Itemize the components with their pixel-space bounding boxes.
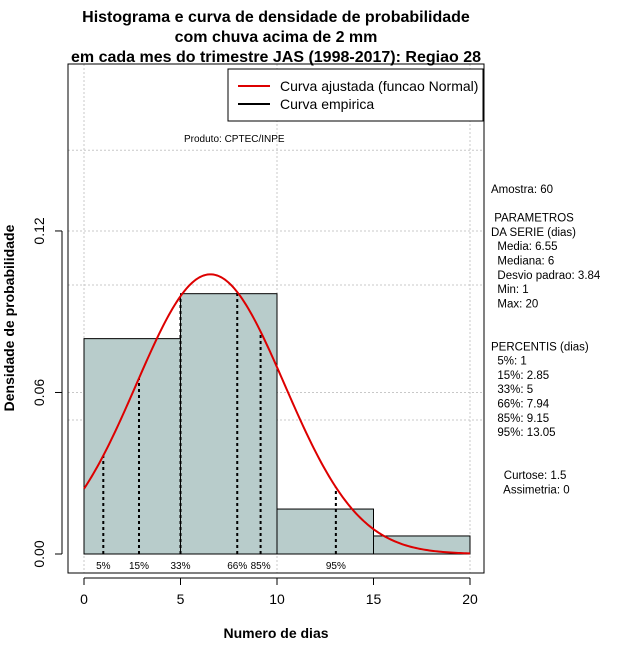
stats-line: PERCENTIS (dias) <box>491 341 589 353</box>
stats-line: 5%: 1 <box>491 356 527 368</box>
stats-line: 15%: 2.85 <box>491 370 549 382</box>
percentile-label: 5% <box>96 561 111 572</box>
x-tick-label: 5 <box>177 591 185 607</box>
plot-area: 5% 15% 33% 66% 85% 95% 0 5 10 15 20 0.00 0.06 0.12 <box>31 63 485 607</box>
percentile-label: 33% <box>170 561 190 572</box>
histogram-bar <box>180 293 278 555</box>
legend: Curva ajustada (funcao Normal) Curva empi… <box>227 68 484 122</box>
chart-title: Histograma e curva de densidade de proba… <box>71 9 481 66</box>
stats-line: 85%: 9.15 <box>491 413 549 425</box>
legend-box <box>227 68 484 122</box>
plot-border <box>67 63 485 574</box>
y-tick-label: 0.06 <box>31 379 47 406</box>
histogram-bar <box>373 535 471 555</box>
stats-line: Mediana: 6 <box>491 256 554 268</box>
fitted-normal-curve <box>83 273 471 555</box>
percentile-label: 66% <box>227 561 247 572</box>
title-line: em cada mes do trimestre JAS (1998-2017)… <box>71 49 481 66</box>
stats-line: Media: 6.55 <box>491 241 557 253</box>
stats-panel: Amostra: 60 PARAMETROS DA SERIE (dias) Me… <box>491 184 601 496</box>
percentile-label: 85% <box>251 561 271 572</box>
title-line: Histograma e curva de densidade de proba… <box>82 9 470 26</box>
histogram-bar <box>276 508 374 555</box>
stats-line: DA SERIE (dias) <box>491 227 576 239</box>
legend-label-empirical: Curva empirica <box>280 96 374 112</box>
stats-line: Assimetria: 0 <box>491 484 570 496</box>
x-axis-label: Numero de dias <box>223 625 328 641</box>
stats-line: 95%: 13.05 <box>491 427 556 439</box>
stats-line: 33%: 5 <box>491 384 533 396</box>
stats-line: Amostra: 60 <box>491 184 553 196</box>
stats-line: Curtose: 1.5 <box>491 470 566 482</box>
x-tick-label: 20 <box>462 591 478 607</box>
y-tick-label: 0.00 <box>31 540 47 567</box>
x-tick-label: 0 <box>80 591 88 607</box>
percentile-label: 15% <box>129 561 149 572</box>
y-tick-label: 0.12 <box>31 217 47 244</box>
legend-label-fitted: Curva ajustada (funcao Normal) <box>280 78 478 94</box>
stats-line: Desvio padrao: 3.84 <box>491 270 601 282</box>
source-note: Produto: CPTEC/INPE <box>184 134 285 145</box>
title-line: com chuva acima de 2 mm <box>175 29 378 46</box>
x-tick-label: 15 <box>366 591 382 607</box>
stats-line: PARAMETROS <box>491 213 574 225</box>
stats-line: Min: 1 <box>491 284 529 296</box>
histogram-bar <box>83 338 181 555</box>
stats-line: Max: 20 <box>491 298 538 310</box>
percentile-label: 95% <box>326 561 346 572</box>
y-axis-label: Densidade de probabilidade <box>1 224 17 411</box>
x-tick-label: 10 <box>269 591 285 607</box>
stats-line: 66%: 7.94 <box>491 399 550 411</box>
